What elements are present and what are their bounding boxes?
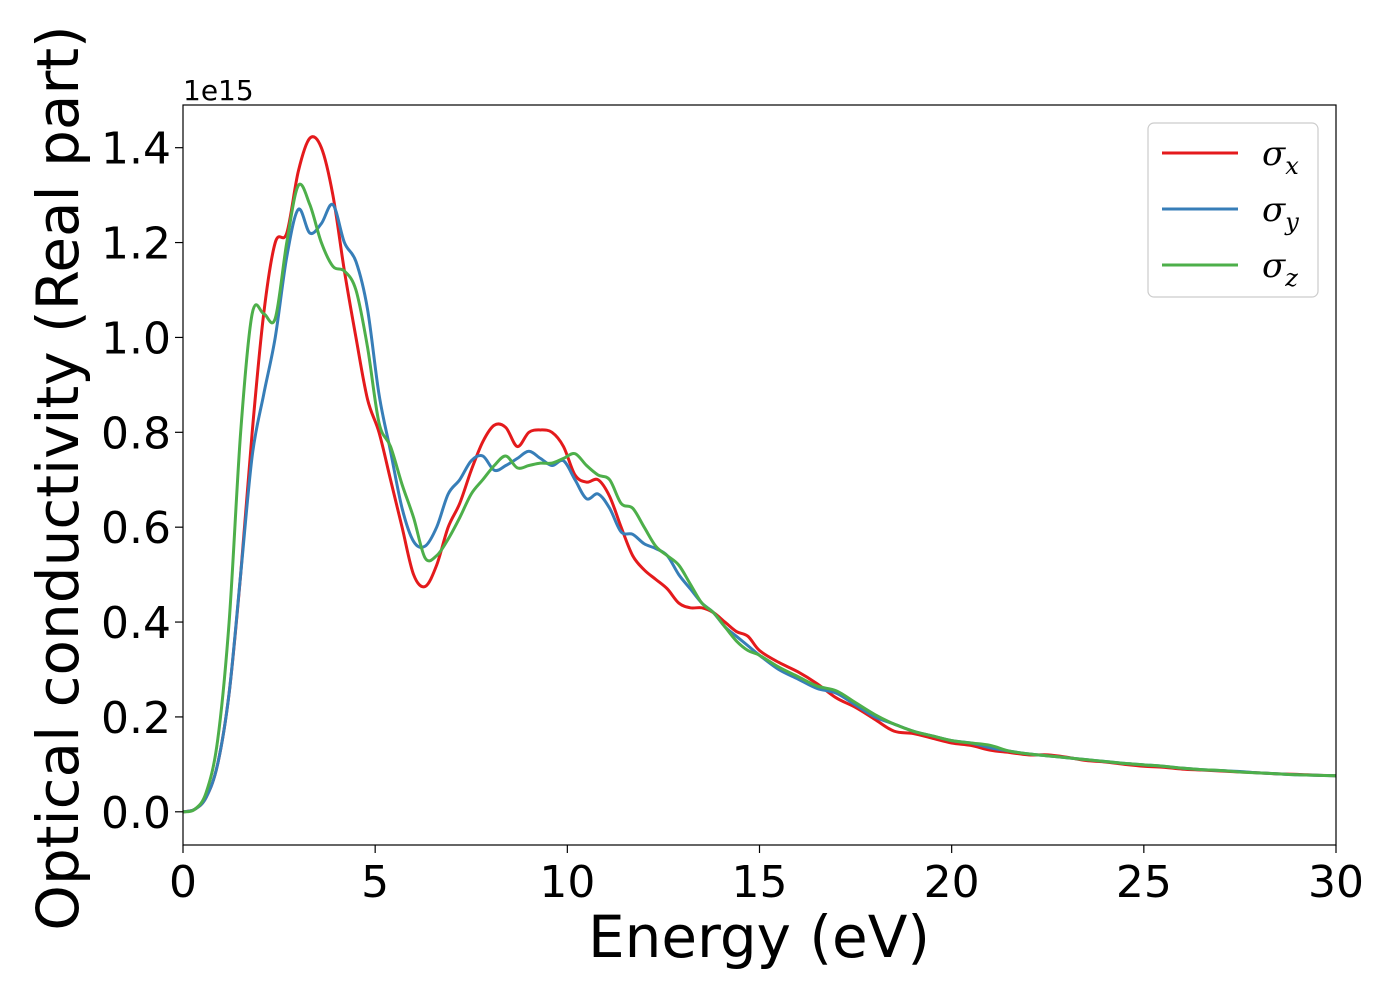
y-offset-text: 1e15	[183, 74, 254, 107]
y-tick-label: 1.0	[101, 313, 171, 364]
x-tick-label: 30	[1308, 857, 1364, 908]
legend-label-sigma-x: σx	[1262, 134, 1299, 180]
x-tick-label: 20	[924, 857, 980, 908]
y-tick-label: 1.4	[101, 124, 171, 175]
x-tick-label: 0	[169, 857, 197, 908]
series-line-sigma-z	[183, 182, 1336, 814]
legend: σx σy σz	[1147, 122, 1319, 298]
legend-label-sigma-z: σz	[1262, 246, 1298, 292]
y-tick-label: 1.2	[101, 219, 171, 270]
x-axis-label: Energy (eV)	[588, 903, 930, 971]
x-tick-label: 5	[361, 857, 389, 908]
x-tick-label: 15	[732, 857, 788, 908]
y-tick-label: 0.4	[101, 598, 171, 649]
x-tick-label: 25	[1116, 857, 1172, 908]
series-layer	[183, 135, 1336, 814]
y-axis-ticks: 0.0 0.2 0.4 0.6 0.8 1.0 1.2 1.4	[101, 124, 183, 839]
x-tick-label: 10	[539, 857, 595, 908]
y-tick-label: 0.6	[101, 503, 171, 554]
y-tick-label: 0.2	[101, 693, 171, 744]
y-tick-label: 0.0	[101, 788, 171, 839]
y-axis-label: Optical conductivity (Real part)	[24, 25, 92, 930]
legend-items: σx σy σz	[1162, 134, 1299, 292]
legend-label-sigma-y: σy	[1262, 190, 1299, 236]
y-tick-label: 0.8	[101, 408, 171, 459]
x-axis-ticks: 0 5 10 15 20 25 30	[169, 845, 1364, 908]
